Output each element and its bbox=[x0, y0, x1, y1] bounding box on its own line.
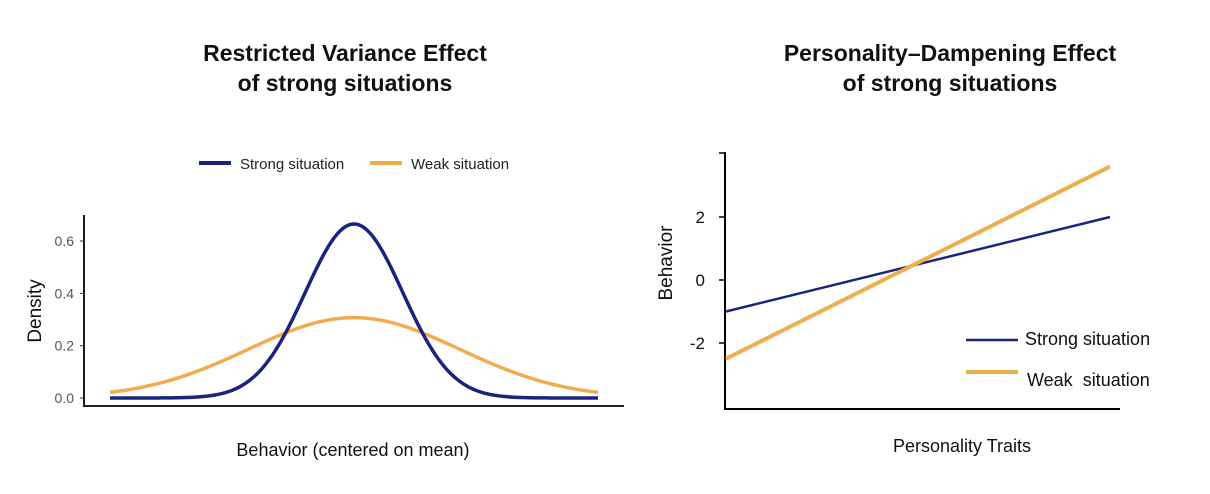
strong-situation-curve bbox=[110, 222, 598, 400]
right-y-ticks: 2 0 -2 bbox=[690, 152, 725, 353]
left-title-line-1: Restricted Variance Effect bbox=[203, 40, 487, 66]
left-y-tick-label: 0.0 bbox=[55, 390, 75, 406]
left-curves bbox=[109, 222, 599, 400]
right-y-tick-label: 0 bbox=[696, 271, 705, 290]
left-y-ticks: 0.0 0.2 0.4 0.6 bbox=[55, 233, 84, 406]
left-chart: 0.0 0.2 0.4 0.6 Behavior (centered on mean)… bbox=[25, 156, 624, 460]
right-legend-strong-label: Strong situation bbox=[1025, 329, 1150, 349]
right-y-label: Behavior bbox=[656, 225, 677, 301]
left-legend-weak-label: Weak situation bbox=[411, 156, 509, 173]
left-y-label: Density bbox=[25, 279, 46, 343]
left-title-line-2: of strong situations bbox=[237, 70, 453, 96]
right-legend-weak-label: Weak situation bbox=[1027, 370, 1150, 390]
right-title-line-2: of strong situations bbox=[842, 70, 1058, 96]
right-y-tick-label: -2 bbox=[690, 334, 705, 353]
left-chart-title: Restricted Variance Effect of strong sit… bbox=[130, 38, 560, 98]
left-y-tick-label: 0.6 bbox=[55, 233, 75, 249]
left-legend-strong-label: Strong situation bbox=[240, 156, 344, 173]
left-x-label: Behavior (centered on mean) bbox=[236, 440, 469, 460]
right-title-line-1: Personality–Dampening Effect bbox=[783, 40, 1117, 66]
right-legend: Strong situation Weak situation bbox=[966, 329, 1150, 390]
right-lines bbox=[725, 164, 1111, 361]
weak-situation-line bbox=[725, 164, 1111, 361]
weak-situation-curve bbox=[109, 315, 599, 395]
right-y-tick-label: 2 bbox=[696, 208, 705, 227]
left-legend: Strong situation Weak situation bbox=[199, 156, 509, 173]
right-x-label: Personality Traits bbox=[893, 436, 1031, 456]
right-chart-title: Personality–Dampening Effect of strong s… bbox=[700, 38, 1200, 98]
left-y-tick-label: 0.2 bbox=[55, 338, 75, 354]
right-chart: 2 0 -2 Personality Traits Behavior Strong … bbox=[656, 152, 1150, 456]
left-y-tick-label: 0.4 bbox=[55, 285, 75, 301]
